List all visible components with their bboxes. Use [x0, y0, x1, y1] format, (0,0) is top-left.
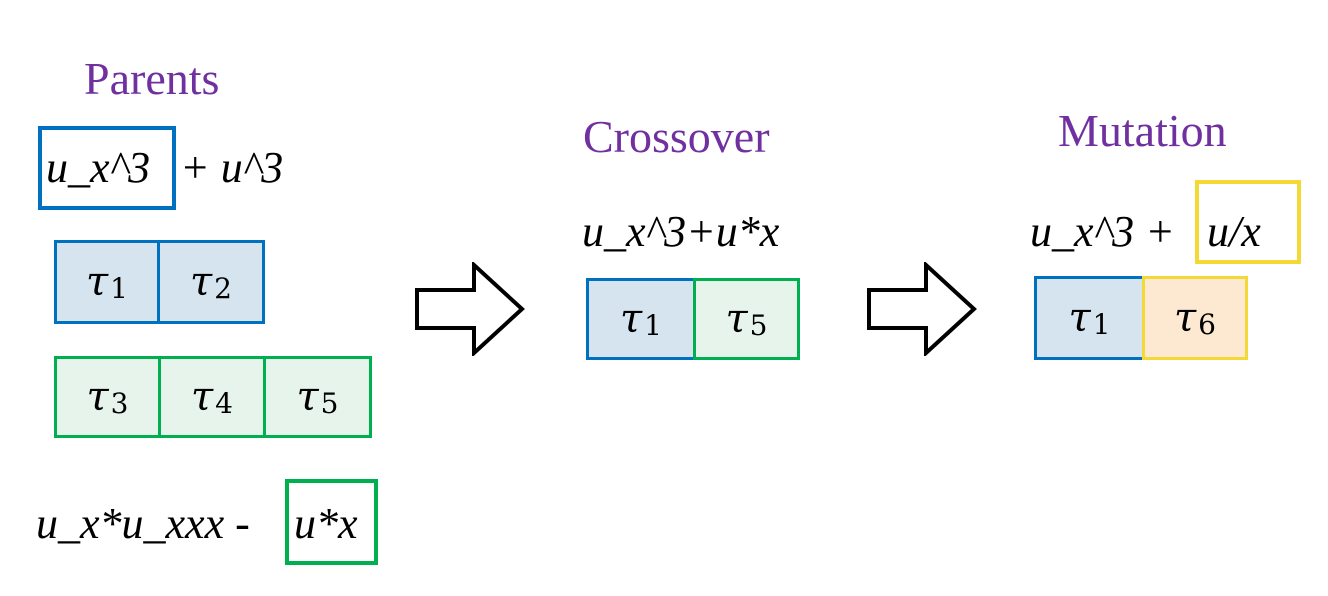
token-symbol: τ [86, 259, 109, 305]
right-arrow-icon [867, 262, 977, 356]
parent1-highlight-box [38, 126, 176, 210]
token-subscript: 5 [320, 386, 339, 420]
token-symbol: τ [190, 259, 213, 305]
token-symbol: τ [1174, 295, 1197, 341]
token-symbol: τ [86, 374, 109, 420]
parent2-rest-term: u_x*u_xxx - [36, 499, 250, 548]
token-subscript: 1 [110, 271, 128, 305]
token-subscript: 5 [749, 308, 768, 342]
parent1-boxed-term: u_x^3 [46, 143, 151, 192]
token-subscript: 3 [110, 386, 129, 420]
parent1-rest-term: + u^3 [180, 143, 284, 192]
token-symbol: τ [725, 296, 748, 342]
token-symbol: τ [620, 296, 643, 342]
token-subscript: 4 [215, 386, 233, 420]
parents-title: Parents [84, 53, 220, 104]
token-subscript: 2 [214, 271, 232, 305]
parent2-boxed-term: u*x [294, 499, 358, 548]
mutation-title: Mutation [1058, 105, 1227, 156]
token-subscript: 6 [1198, 307, 1216, 341]
crossover-expression: u_x^3+u*x [582, 207, 780, 256]
parent2-highlight-box [285, 479, 378, 565]
crossover-title: Crossover [583, 111, 770, 162]
mutation-boxed-term: u/x [1207, 207, 1261, 256]
right-arrow-icon [415, 262, 525, 356]
mutation-rest-term: u_x^3 + [1030, 207, 1175, 256]
token-subscript: 1 [644, 308, 662, 342]
mutation-highlight-box [1195, 180, 1301, 264]
token-symbol: τ [296, 374, 319, 420]
token-subscript: 1 [1092, 307, 1111, 341]
token-symbol: τ [191, 374, 214, 420]
token-symbol: τ [1068, 295, 1091, 341]
